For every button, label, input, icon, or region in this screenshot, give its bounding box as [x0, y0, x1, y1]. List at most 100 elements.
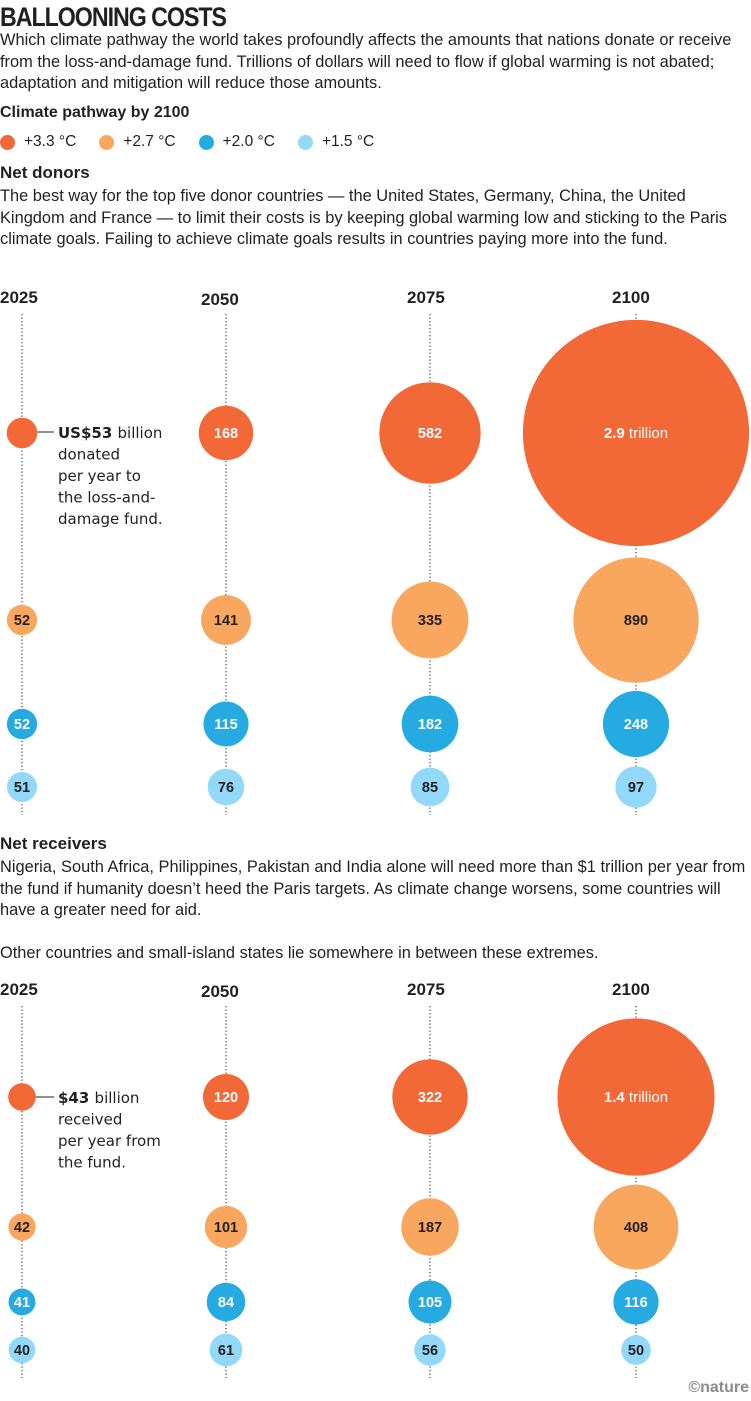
receivers-bubble-label: 50 [628, 1343, 644, 1359]
legend: +3.3 °C +2.7 °C +2.0 °C +1.5 °C [0, 133, 397, 151]
donors-bubble-label: 141 [214, 613, 238, 629]
legend-dot-icon [198, 134, 214, 150]
legend-dot-icon [297, 134, 313, 150]
legend-item-3-3: +3.3 °C [0, 133, 76, 151]
receivers-bubble-2100-0 [557, 1018, 715, 1176]
receivers-annotation-line: received [58, 1111, 122, 1129]
receivers-bubble-label: 41 [14, 1295, 30, 1311]
receivers-bubble-2075-2 [408, 1280, 452, 1324]
donors-bubble-label: 115 [214, 717, 237, 733]
receivers-bubble-2050-1 [204, 1205, 248, 1249]
donors-bubble-label: 168 [214, 426, 238, 442]
donors-annotation-line: the loss-and- [58, 489, 155, 507]
donors-bubble-label: 248 [624, 717, 648, 733]
receivers-bubble-label: 105 [418, 1295, 442, 1311]
donors-bubble-2075-3 [410, 767, 450, 807]
receivers-text-2: Other countries and small-island states … [0, 944, 599, 962]
donors-bubble-label: 582 [418, 426, 442, 442]
receivers-bubble-2100-2 [613, 1279, 659, 1325]
nature-credit: ©nature [688, 1379, 749, 1396]
receivers-bubble-label: 84 [218, 1295, 234, 1311]
legend-label: +3.3 °C [24, 133, 77, 150]
donors-bubble-label: 85 [422, 780, 438, 796]
receivers-bubble-2100-1 [593, 1184, 679, 1270]
donors-bubble-label: 52 [14, 717, 30, 733]
page-title: BALLOONING COSTS [0, 2, 227, 32]
donors-annotation-line: per year to [58, 467, 141, 485]
donors-bubble-label: 97 [628, 780, 644, 796]
receivers-bubble-label: 40 [14, 1343, 30, 1359]
donors-bubble-2025-0 [6, 417, 38, 449]
donors-bubble-label: 2.9 trillion [604, 425, 668, 442]
donors-bubble-2100-3 [615, 766, 657, 808]
receivers-bubble-label: 116 [624, 1295, 647, 1311]
donors-bubble-2050-0 [198, 405, 254, 461]
donors-bubble-2050-3 [207, 768, 245, 806]
donors-bubble-2075-2 [401, 695, 459, 753]
receivers-bubble-2050-0 [202, 1073, 250, 1121]
receivers-bubble-2075-0 [392, 1059, 468, 1135]
year-label-2075: 2075 [407, 288, 445, 307]
donors-bubble-2100-0 [522, 319, 750, 547]
donors-annotation-line: donated [58, 446, 120, 464]
year-label-2025: 2025 [0, 980, 38, 999]
receivers-bubble-2100-3 [621, 1335, 651, 1365]
receivers-bubble-2025-0 [8, 1083, 36, 1111]
receivers-annotation-line: the fund. [58, 1154, 126, 1172]
legend-title: Climate pathway by 2100 [0, 104, 190, 121]
receivers-bubble-label: 1.4 trillion [604, 1089, 668, 1106]
legend-dot-icon [99, 134, 115, 150]
donors-annotation-line: damage fund. [58, 510, 163, 528]
donors-bubble-label: 51 [14, 780, 30, 796]
year-label-2075: 2075 [407, 980, 445, 999]
receivers-bubble-label: 322 [418, 1090, 442, 1106]
year-label-2050: 2050 [201, 290, 239, 309]
donors-bubble-2050-2 [203, 701, 249, 747]
legend-label: +2.7 °C [123, 133, 176, 150]
receivers-bubble-label: 61 [218, 1343, 234, 1359]
receivers-bubble-2025-1 [8, 1213, 36, 1241]
donors-text: The best way for the top five donor coun… [0, 187, 727, 248]
donors-bubble-label: 335 [418, 613, 442, 629]
donors-bubble-label: 52 [14, 613, 30, 629]
receivers-bubble-label: 42 [14, 1220, 30, 1236]
receivers-bubble-2075-3 [414, 1334, 446, 1366]
donors-bubble-label: 76 [218, 780, 234, 796]
receivers-bubble-label: 120 [214, 1090, 238, 1106]
donors-bubble-2025-3 [7, 772, 37, 802]
donors-bubble-2050-1 [201, 595, 251, 645]
legend-label: +2.0 °C [222, 133, 275, 150]
receivers-bubble-label: 56 [422, 1343, 438, 1359]
receivers-bubble-2025-3 [8, 1336, 36, 1364]
donors-bubble-2075-0 [379, 382, 481, 484]
legend-label: +1.5 °C [321, 133, 375, 150]
receivers-bubble-label: 187 [418, 1220, 442, 1236]
donors-bubble-2100-1 [573, 557, 699, 683]
donors-bubble-2075-1 [391, 581, 469, 659]
legend-dot-icon [0, 134, 15, 150]
donors-bubble-2100-2 [602, 690, 670, 758]
receivers-title: Net receivers [0, 834, 107, 853]
donors-bubble-label: 182 [418, 717, 442, 733]
year-label-2050: 2050 [201, 982, 239, 1001]
receivers-bubble-label: 101 [214, 1220, 238, 1236]
donors-title: Net donors [0, 163, 90, 182]
intro-text: Which climate pathway the world takes pr… [0, 31, 732, 92]
legend-item-2-7: +2.7 °C [99, 133, 176, 151]
receivers-annotation-line: per year from [58, 1132, 161, 1150]
receivers-annotation-line: $43 billion [58, 1089, 139, 1107]
receivers-bubble-2025-2 [8, 1288, 36, 1316]
year-label-2100: 2100 [612, 980, 650, 999]
year-label-2025: 2025 [0, 288, 38, 307]
receivers-text: Nigeria, South Africa, Philippines, Paki… [0, 858, 746, 919]
receivers-bubble-2075-1 [401, 1198, 459, 1256]
donors-bubble-label: 890 [624, 613, 648, 629]
donors-annotation-line: US$53 billion [58, 424, 162, 442]
receivers-bubble-label: 408 [624, 1220, 648, 1236]
year-label-2100: 2100 [612, 288, 650, 307]
donors-bubble-2025-1 [6, 604, 38, 636]
receivers-bubble-2050-3 [209, 1333, 243, 1367]
legend-item-2-0: +2.0 °C [198, 133, 275, 151]
receivers-bubble-2050-2 [206, 1282, 246, 1322]
